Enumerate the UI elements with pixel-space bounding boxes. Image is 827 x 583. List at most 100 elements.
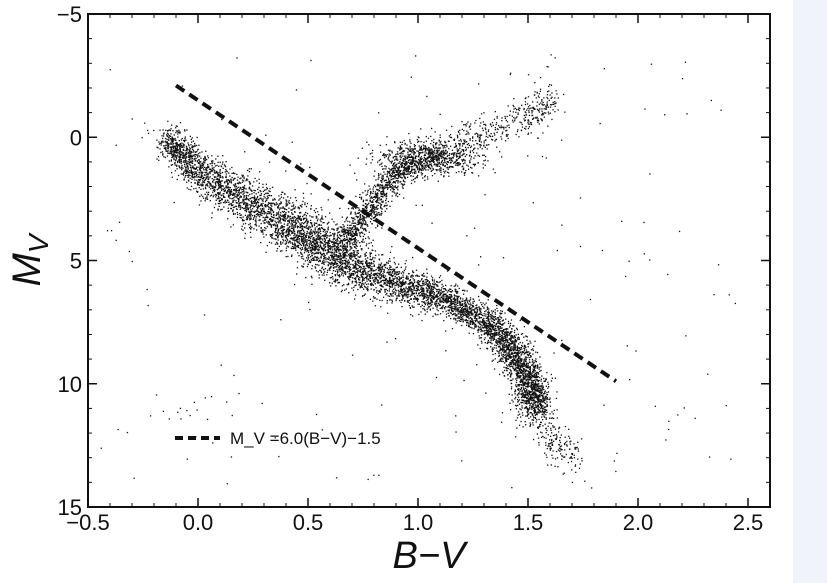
data-point xyxy=(315,246,317,249)
data-point xyxy=(470,307,472,310)
data-point xyxy=(321,227,323,229)
data-point xyxy=(188,174,190,176)
data-point xyxy=(446,291,449,293)
data-point xyxy=(229,187,231,189)
data-point xyxy=(500,317,503,319)
data-point xyxy=(512,378,514,380)
data-point xyxy=(400,281,402,283)
data-point xyxy=(358,265,361,267)
data-point xyxy=(172,146,174,148)
data-point xyxy=(513,331,516,334)
data-point xyxy=(456,302,458,304)
data-point xyxy=(537,395,540,397)
data-point xyxy=(367,283,369,285)
data-point xyxy=(372,274,374,276)
data-point xyxy=(450,317,452,320)
data-point xyxy=(477,315,479,317)
data-point xyxy=(194,160,196,162)
data-point xyxy=(391,272,393,274)
data-point xyxy=(175,151,177,153)
data-point xyxy=(450,285,452,287)
data-point xyxy=(349,279,351,281)
data-point xyxy=(296,245,298,247)
data-point xyxy=(378,266,380,269)
data-point xyxy=(311,216,313,218)
data-point xyxy=(514,338,516,341)
data-point xyxy=(239,212,241,215)
data-point xyxy=(461,306,463,309)
data-point xyxy=(398,278,400,281)
data-point xyxy=(227,218,229,220)
data-point xyxy=(416,295,419,297)
data-point xyxy=(342,251,344,253)
data-point xyxy=(356,272,359,274)
data-point xyxy=(419,291,422,293)
data-point xyxy=(460,315,462,317)
data-point xyxy=(315,222,317,224)
data-point xyxy=(338,276,341,278)
data-point xyxy=(187,166,189,168)
data-point xyxy=(539,387,541,390)
data-point xyxy=(448,310,450,312)
data-point xyxy=(257,188,259,190)
data-point xyxy=(410,289,412,291)
data-point xyxy=(188,153,190,155)
data-point xyxy=(179,159,181,161)
data-point xyxy=(519,379,522,381)
data-point xyxy=(535,383,537,386)
data-point xyxy=(364,282,366,284)
data-point xyxy=(513,348,515,350)
data-point xyxy=(523,350,525,352)
data-point xyxy=(531,414,534,416)
data-point xyxy=(489,330,491,332)
data-point xyxy=(485,317,487,319)
data-point xyxy=(421,290,423,292)
data-point xyxy=(291,221,293,223)
data-point xyxy=(457,304,459,307)
data-point xyxy=(530,384,533,386)
data-point xyxy=(206,197,208,199)
data-point xyxy=(189,155,191,157)
data-point xyxy=(368,265,370,267)
data-point xyxy=(194,142,196,145)
data-point xyxy=(432,285,434,288)
data-point xyxy=(202,195,204,198)
data-point xyxy=(190,167,193,169)
data-point xyxy=(393,281,395,283)
data-point xyxy=(273,223,276,225)
data-point xyxy=(236,173,238,176)
data-point xyxy=(208,186,210,188)
data-point xyxy=(497,340,500,342)
data-point xyxy=(547,391,550,393)
data-point xyxy=(225,175,227,177)
data-point xyxy=(436,306,438,308)
data-point xyxy=(463,313,465,315)
data-point xyxy=(481,342,483,344)
data-point xyxy=(222,185,224,187)
data-point xyxy=(270,235,272,237)
data-point xyxy=(415,285,418,287)
data-point xyxy=(508,338,511,341)
data-point xyxy=(522,386,524,388)
data-point xyxy=(370,259,373,261)
data-point xyxy=(541,391,543,394)
data-point xyxy=(432,282,434,285)
data-point xyxy=(503,340,505,342)
data-point xyxy=(420,290,423,293)
data-point xyxy=(511,330,513,333)
data-point xyxy=(188,155,191,157)
data-point xyxy=(355,239,357,241)
data-point xyxy=(445,310,447,312)
data-point xyxy=(529,425,531,427)
data-point xyxy=(315,217,317,219)
data-point xyxy=(488,308,490,310)
data-point xyxy=(518,362,520,364)
data-point xyxy=(207,173,209,175)
data-point xyxy=(522,374,525,376)
data-point xyxy=(234,177,236,179)
data-point xyxy=(504,351,507,353)
data-point xyxy=(365,273,367,275)
data-point xyxy=(534,373,536,375)
data-point xyxy=(429,298,432,300)
data-point xyxy=(521,396,524,398)
